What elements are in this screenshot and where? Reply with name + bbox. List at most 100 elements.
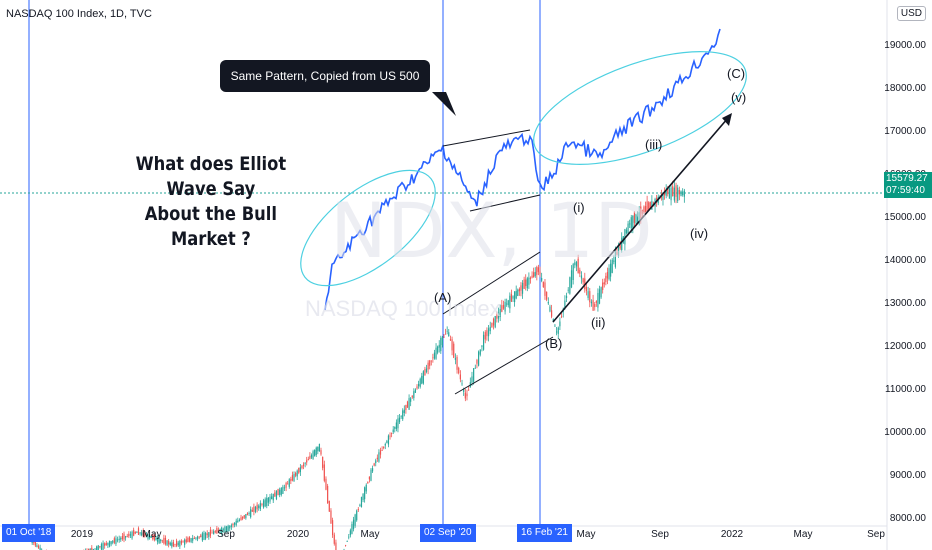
candle-body bbox=[648, 202, 650, 210]
candle-body bbox=[312, 451, 314, 459]
candle bbox=[365, 483, 367, 494]
candle bbox=[282, 484, 284, 495]
candle bbox=[233, 522, 236, 528]
candle bbox=[459, 370, 461, 383]
candle-body bbox=[383, 446, 385, 448]
candle bbox=[482, 331, 485, 351]
candle-body bbox=[224, 526, 226, 533]
candle-body bbox=[307, 459, 309, 461]
candle-body bbox=[440, 337, 442, 352]
candle-body bbox=[153, 534, 155, 541]
candle bbox=[525, 274, 527, 291]
candle bbox=[246, 512, 249, 516]
candle bbox=[392, 426, 394, 435]
candle-body bbox=[107, 542, 109, 546]
candle bbox=[468, 385, 470, 391]
candle bbox=[394, 426, 396, 433]
candle bbox=[163, 534, 165, 545]
channel-top-price bbox=[442, 251, 541, 315]
candle bbox=[317, 446, 319, 455]
candle-body bbox=[373, 463, 375, 466]
candle bbox=[629, 219, 631, 228]
candle bbox=[208, 532, 210, 540]
candle-body bbox=[248, 512, 250, 515]
candle-body bbox=[121, 535, 123, 540]
candle bbox=[636, 211, 639, 224]
currency-badge[interactable]: USD bbox=[896, 6, 926, 21]
candle bbox=[386, 439, 388, 444]
candle bbox=[400, 415, 402, 419]
headline: What does Elliot Wave Say About the Bull… bbox=[112, 152, 310, 252]
time-tick-label: 2019 bbox=[70, 529, 94, 540]
candle-body bbox=[557, 327, 559, 334]
candle-body bbox=[582, 278, 584, 283]
candle-body bbox=[327, 485, 329, 504]
candle bbox=[391, 432, 393, 438]
candle-body bbox=[539, 271, 541, 275]
candle bbox=[359, 503, 361, 507]
candle-body bbox=[267, 497, 269, 503]
watermark-symbol: NDX, 1D bbox=[330, 186, 653, 275]
candle-body bbox=[295, 473, 297, 476]
candle-body bbox=[579, 269, 581, 274]
candle-body bbox=[590, 301, 593, 304]
candle bbox=[367, 481, 369, 484]
candle bbox=[344, 544, 347, 547]
candle-body bbox=[544, 282, 546, 296]
candle-body bbox=[479, 349, 481, 355]
candle-body bbox=[585, 287, 588, 291]
candle-body bbox=[614, 251, 616, 267]
candle bbox=[502, 300, 505, 310]
candle-body bbox=[325, 478, 327, 490]
candle bbox=[594, 302, 596, 311]
candle bbox=[444, 328, 447, 335]
candle-body bbox=[246, 513, 249, 516]
candle bbox=[613, 255, 615, 265]
candle-body bbox=[279, 489, 281, 495]
candle-body bbox=[565, 295, 568, 299]
candle bbox=[153, 534, 155, 542]
candle bbox=[310, 453, 313, 460]
candle-body bbox=[375, 460, 377, 464]
candle bbox=[288, 478, 290, 489]
candle-body bbox=[531, 275, 533, 278]
candle bbox=[113, 536, 115, 545]
candle-body bbox=[643, 206, 645, 214]
candle-body bbox=[533, 272, 535, 278]
candle-body bbox=[240, 517, 242, 521]
candle bbox=[120, 536, 122, 542]
candle-body bbox=[219, 528, 221, 533]
candle-body bbox=[402, 410, 404, 420]
candle bbox=[302, 462, 305, 470]
candle-body bbox=[217, 529, 220, 532]
candle-body bbox=[413, 391, 415, 399]
candle-body bbox=[250, 509, 252, 518]
candle-body bbox=[351, 523, 353, 534]
candle bbox=[150, 536, 152, 539]
candle bbox=[277, 488, 279, 496]
candle-body bbox=[238, 519, 241, 521]
candle-body bbox=[474, 367, 476, 369]
candle bbox=[600, 286, 602, 299]
candle-body bbox=[619, 242, 621, 249]
candle-body bbox=[633, 212, 636, 223]
candle-body bbox=[510, 294, 513, 302]
candle bbox=[147, 533, 149, 541]
candle bbox=[569, 276, 571, 295]
candle bbox=[575, 260, 578, 272]
candle-body bbox=[574, 262, 576, 266]
candle-body bbox=[542, 281, 544, 287]
candle-body bbox=[200, 535, 202, 538]
candle bbox=[489, 321, 491, 335]
candle bbox=[193, 536, 195, 540]
candle bbox=[190, 537, 192, 544]
candle bbox=[479, 349, 481, 357]
candle bbox=[283, 484, 286, 491]
candle bbox=[275, 490, 278, 501]
candle bbox=[145, 532, 148, 538]
candle-body bbox=[222, 529, 224, 531]
candle-body bbox=[649, 201, 651, 208]
candle-body bbox=[116, 539, 119, 541]
candle-body bbox=[389, 435, 391, 437]
